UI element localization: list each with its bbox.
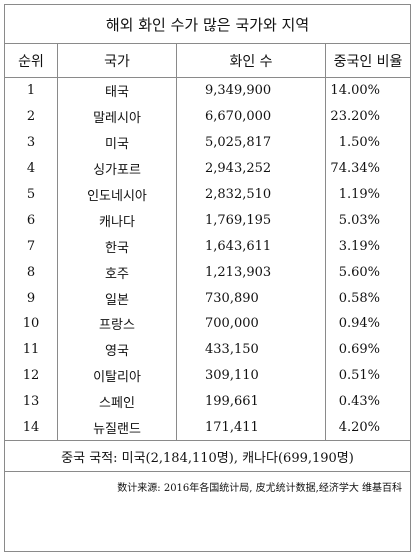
cell-ratio: 1.50% [325, 129, 410, 156]
cell-ratio: 14.00% [325, 77, 410, 104]
cell-rank: 4 [5, 155, 58, 182]
title-row: 해외 화인 수가 많은 국가와 지역 [5, 5, 410, 44]
cell-rank: 2 [5, 103, 58, 130]
header-country: 국가 [57, 43, 177, 78]
cell-country: 영국 [57, 336, 177, 363]
cell-rank: 7 [5, 233, 58, 260]
cell-rank: 8 [5, 259, 58, 286]
cell-count: 2,832,510 [176, 181, 326, 208]
cell-count: 1,213,903 [176, 259, 326, 286]
cell-country: 말레시아 [57, 103, 177, 130]
header-row: 순위 국가 화인 수 중국인 비율 [5, 43, 410, 78]
cell-rank: 5 [5, 181, 58, 208]
cell-country: 태국 [57, 77, 177, 104]
table-row: 1 태국 9,349,900 14.00% [5, 77, 410, 104]
cell-ratio: 0.58% [325, 285, 410, 312]
table-row: 4 싱가포르 2,943,252 74.34% [5, 155, 410, 182]
cell-ratio: 23.20% [325, 103, 410, 130]
cell-count: 700,000 [176, 311, 326, 337]
cell-ratio: 3.19% [325, 233, 410, 260]
cell-count: 1,769,195 [176, 207, 326, 234]
cell-country: 프랑스 [57, 311, 177, 337]
cell-rank: 12 [5, 362, 58, 389]
cell-country: 싱가포르 [57, 155, 177, 182]
cell-country: 미국 [57, 129, 177, 156]
table-row: 5 인도네시아 2,832,510 1.19% [5, 181, 410, 208]
overseas-chinese-table-frame: 해외 화인 수가 많은 국가와 지역 순위 국가 화인 수 중국인 비율 1 태국… [4, 4, 411, 552]
table-row: 7 한국 1,643,611 3.19% [5, 233, 410, 260]
cell-count: 6,670,000 [176, 103, 326, 130]
table-row: 2 말레시아 6,670,000 23.20% [5, 103, 410, 130]
cell-count: 1,643,611 [176, 233, 326, 260]
table-title: 해외 화인 수가 많은 국가와 지역 [5, 5, 410, 44]
cell-count: 171,411 [176, 414, 326, 441]
cell-ratio: 4.20% [325, 414, 410, 441]
cell-country: 일본 [57, 285, 177, 312]
cell-count: 9,349,900 [176, 77, 326, 104]
cell-rank: 10 [5, 311, 58, 337]
cell-rank: 9 [5, 285, 58, 312]
cell-ratio: 0.51% [325, 362, 410, 389]
cell-country: 인도네시아 [57, 181, 177, 208]
cell-ratio: 0.94% [325, 311, 410, 337]
table-row: 14 뉴질랜드 171,411 4.20% [5, 414, 410, 441]
header-rank: 순위 [5, 43, 58, 78]
cell-country: 캐나다 [57, 207, 177, 234]
cell-country: 호주 [57, 259, 177, 286]
cell-ratio: 74.34% [325, 155, 410, 182]
cell-count: 5,025,817 [176, 129, 326, 156]
cell-rank: 14 [5, 414, 58, 441]
table-row: 13 스페인 199,661 0.43% [5, 388, 410, 415]
cell-ratio: 0.69% [325, 336, 410, 363]
table-row: 3 미국 5,025,817 1.50% [5, 129, 410, 156]
cell-count: 2,943,252 [176, 155, 326, 182]
cell-count: 309,110 [176, 362, 326, 389]
table-row: 6 캐나다 1,769,195 5.03% [5, 207, 410, 234]
table-row: 12 이탈리아 309,110 0.51% [5, 362, 410, 389]
nationality-note: 중국 국적: 미국(2,184,110명), 캐나다(699,190명) [5, 440, 410, 473]
overseas-chinese-table: 해외 화인 수가 많은 국가와 지역 순위 국가 화인 수 중국인 비율 1 태국… [5, 5, 410, 501]
cell-count: 433,150 [176, 336, 326, 363]
cell-country: 뉴질랜드 [57, 414, 177, 441]
cell-country: 한국 [57, 233, 177, 260]
source-note: 数计来源: 2016年各国统计局, 皮尤统计数据,经济学大 维基百科 [5, 471, 410, 501]
cell-count: 199,661 [176, 388, 326, 415]
table-row: 8 호주 1,213,903 5.60% [5, 259, 410, 286]
cell-ratio: 0.43% [325, 388, 410, 415]
header-ratio: 중국인 비율 [325, 43, 410, 78]
source-row: 数计来源: 2016年各国统计局, 皮尤统计数据,经济学大 维基百科 [5, 471, 410, 501]
cell-rank: 3 [5, 129, 58, 156]
cell-count: 730,890 [176, 285, 326, 312]
cell-country: 이탈리아 [57, 362, 177, 389]
table-row: 9 일본 730,890 0.58% [5, 285, 410, 312]
cell-ratio: 1.19% [325, 181, 410, 208]
cell-rank: 13 [5, 388, 58, 415]
cell-country: 스페인 [57, 388, 177, 415]
cell-ratio: 5.60% [325, 259, 410, 286]
cell-ratio: 5.03% [325, 207, 410, 234]
table-row: 11 영국 433,150 0.69% [5, 336, 410, 363]
table-row: 10 프랑스 700,000 0.94% [5, 311, 410, 337]
cell-rank: 11 [5, 336, 58, 363]
note-row: 중국 국적: 미국(2,184,110명), 캐나다(699,190명) [5, 440, 410, 473]
cell-rank: 1 [5, 77, 58, 104]
cell-rank: 6 [5, 207, 58, 234]
header-count: 화인 수 [176, 43, 326, 78]
